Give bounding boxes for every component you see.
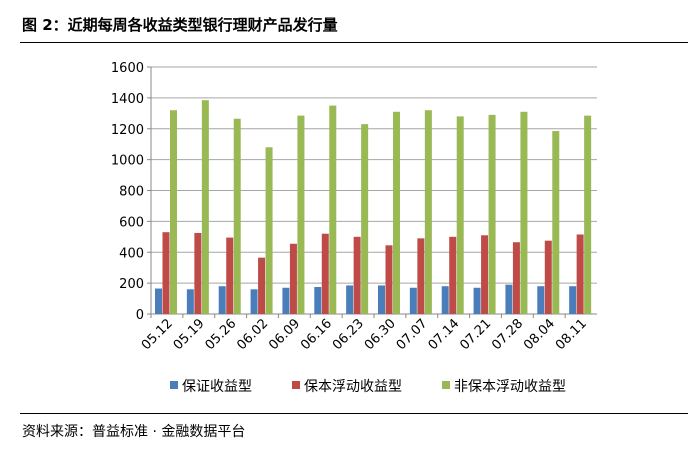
bar-2 bbox=[265, 147, 273, 314]
y-tick-label: 1600 bbox=[111, 61, 144, 76]
source-note: 资料来源：普益标准 · 金融数据平台 bbox=[22, 424, 246, 440]
x-tick-label: 06.09 bbox=[266, 316, 303, 353]
bar-2 bbox=[329, 105, 337, 314]
x-tick-label: 07.14 bbox=[426, 316, 463, 353]
bar-1 bbox=[385, 245, 393, 314]
y-tick-label: 400 bbox=[119, 246, 144, 261]
bar-1 bbox=[162, 232, 170, 314]
y-tick-label: 200 bbox=[119, 277, 144, 292]
bar-2 bbox=[456, 116, 464, 315]
bar-0 bbox=[282, 287, 290, 314]
bar-2 bbox=[201, 100, 209, 314]
bar-0 bbox=[441, 286, 449, 314]
x-tick-label: 07.21 bbox=[457, 316, 494, 353]
legend-swatch bbox=[170, 381, 178, 389]
bar-1 bbox=[289, 243, 297, 314]
bar-0 bbox=[569, 286, 577, 314]
bar-1 bbox=[576, 234, 584, 314]
legend-label: 保证收益型 bbox=[182, 379, 252, 395]
legend-swatch bbox=[442, 381, 450, 389]
bar-1 bbox=[512, 242, 520, 314]
bar-2 bbox=[393, 111, 400, 314]
bar-0 bbox=[250, 289, 258, 314]
legend-label: 非保本浮动收益型 bbox=[454, 379, 566, 395]
bar-0 bbox=[378, 285, 385, 314]
y-tick-label: 1400 bbox=[111, 92, 144, 107]
x-tick-label: 05.12 bbox=[139, 316, 176, 353]
x-tick-label: 06.30 bbox=[362, 316, 399, 353]
x-tick-label: 08.04 bbox=[521, 316, 558, 353]
bar-0 bbox=[314, 286, 322, 314]
bar-0 bbox=[505, 284, 513, 314]
footer-divider bbox=[20, 413, 688, 414]
figure-title: 图 2：近期每周各收益类型银行理财产品发行量 bbox=[22, 16, 338, 34]
bar-0 bbox=[186, 289, 194, 314]
bar-1 bbox=[194, 232, 202, 314]
bar-0 bbox=[473, 287, 481, 314]
bar-1 bbox=[353, 236, 361, 314]
bar-1 bbox=[226, 237, 234, 314]
bar-2 bbox=[297, 115, 305, 314]
bar-2 bbox=[361, 124, 369, 315]
x-tick-label: 07.28 bbox=[489, 316, 526, 353]
x-tick-label: 06.02 bbox=[234, 316, 271, 353]
bar-2 bbox=[584, 115, 592, 314]
bar-1 bbox=[258, 257, 266, 314]
bar-1 bbox=[449, 236, 457, 314]
bar-2 bbox=[170, 110, 177, 314]
bar-0 bbox=[537, 286, 545, 314]
y-tick-label: 800 bbox=[119, 185, 144, 200]
y-tick-label: 0 bbox=[136, 308, 144, 323]
bar-0 bbox=[346, 285, 354, 314]
bar-2 bbox=[520, 111, 528, 314]
bar-0 bbox=[218, 286, 226, 314]
x-tick-label: 05.19 bbox=[171, 316, 208, 353]
bar-0 bbox=[409, 287, 417, 314]
legend-swatch bbox=[292, 381, 300, 389]
bar-2 bbox=[233, 118, 241, 314]
x-tick-label: 08.11 bbox=[553, 316, 590, 353]
y-tick-label: 600 bbox=[119, 215, 144, 230]
x-tick-label: 06.16 bbox=[298, 316, 335, 353]
legend-label: 保本浮动收益型 bbox=[304, 379, 402, 395]
bar-1 bbox=[321, 233, 329, 314]
bar-2 bbox=[488, 114, 496, 314]
x-tick-label: 07.07 bbox=[394, 316, 431, 353]
bar-2 bbox=[552, 131, 560, 314]
y-tick-label: 1000 bbox=[111, 154, 144, 169]
x-tick-label: 05.26 bbox=[203, 316, 240, 353]
bar-2 bbox=[424, 110, 432, 314]
bar-1 bbox=[544, 240, 552, 314]
bar-1 bbox=[481, 235, 489, 314]
bar-1 bbox=[417, 238, 425, 314]
title-divider bbox=[20, 42, 688, 43]
y-tick-label: 1200 bbox=[111, 123, 144, 138]
x-tick-label: 06.23 bbox=[330, 316, 367, 353]
bar-0 bbox=[155, 288, 162, 314]
